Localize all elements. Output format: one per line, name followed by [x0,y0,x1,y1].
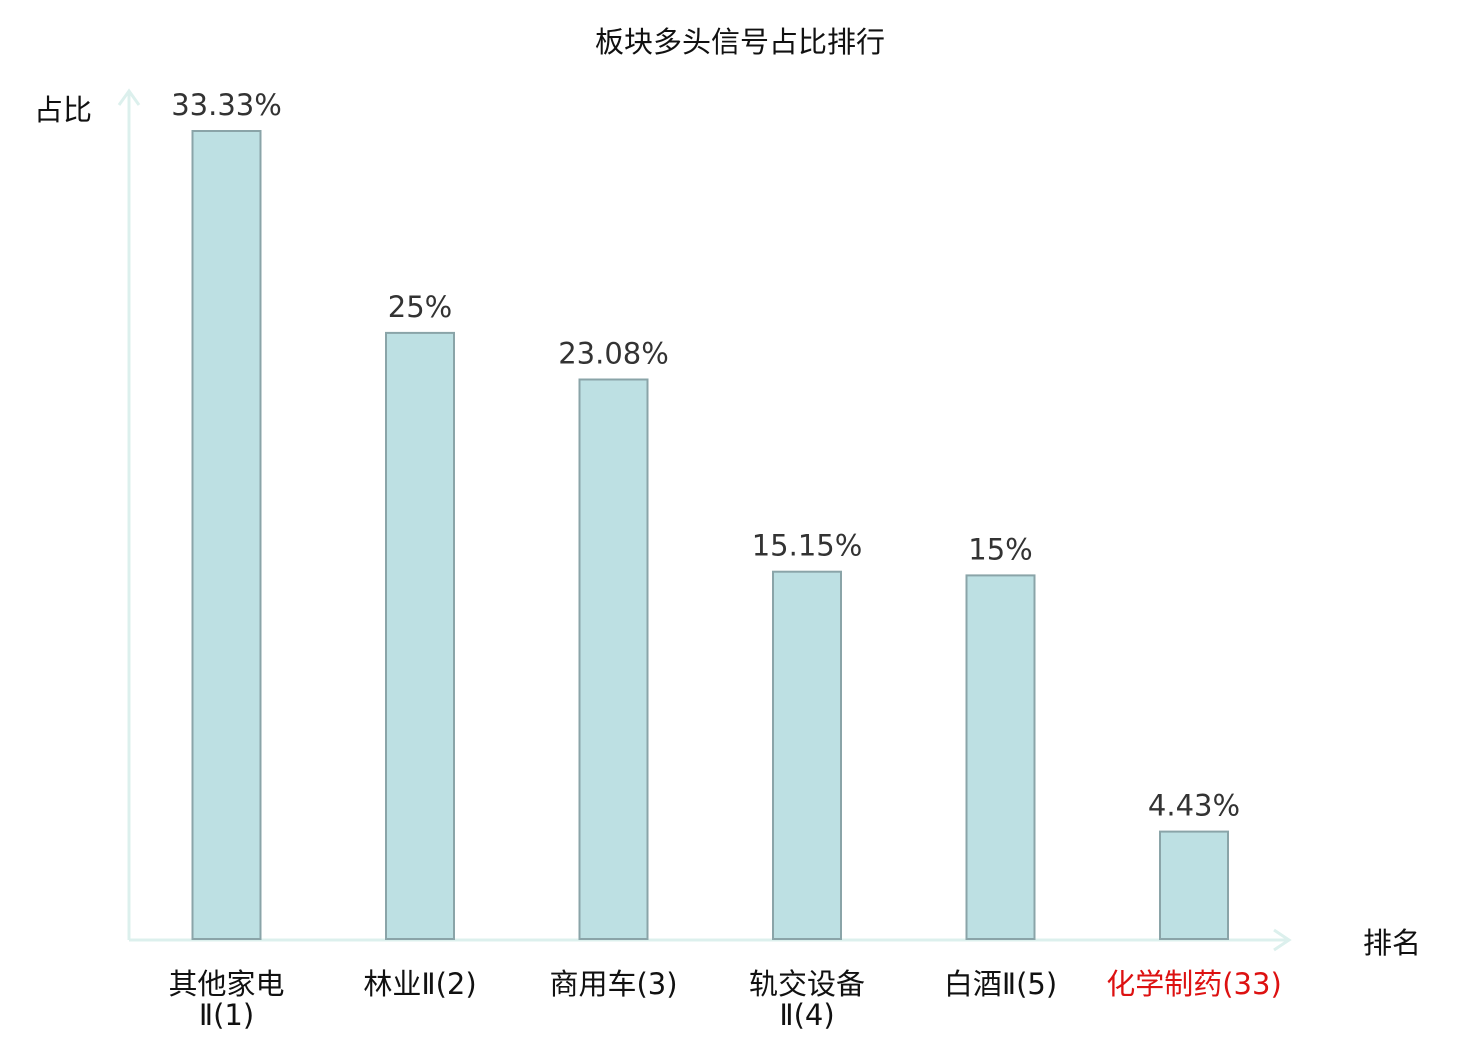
x-tick-label: 林业Ⅱ(2) [363,967,476,1001]
data-label: 4.43% [1148,789,1240,823]
x-axis-label: 排名 [1363,926,1421,960]
bar [385,331,455,940]
x-tick-label-line2: Ⅱ(1) [199,998,254,1032]
data-label: 15.15% [752,529,863,563]
bar [772,570,842,940]
x-axis-arrow-icon [1273,928,1292,952]
x-tick-label: 白酒Ⅱ(5) [944,967,1057,1001]
x-tick-label-line2: Ⅱ(4) [779,998,834,1032]
x-tick-label: 化学制药(33) [1106,967,1282,1001]
bar [1159,830,1229,940]
data-label: 23.08% [558,337,669,371]
value-labels-layer: 33.33% 25% 23.08% 15.15% 15% 4.43% [171,88,1240,823]
bars-layer [191,130,1229,941]
data-label: 33.33% [171,88,282,122]
axes [117,88,1292,952]
data-label: 15% [968,532,1032,566]
bar [578,378,649,940]
bar [965,574,1036,941]
data-label: 25% [388,290,452,324]
x-tick-label: 商用车(3) [549,967,677,1001]
chart-title: 板块多头信号占比排行 [595,25,885,59]
y-axis-arrow-icon [117,88,141,106]
x-tick-label: 其他家电 [168,967,284,1001]
x-tick-label: 轨交设备 [749,967,865,1001]
bar [191,130,262,940]
y-axis-label: 占比 [34,93,92,127]
